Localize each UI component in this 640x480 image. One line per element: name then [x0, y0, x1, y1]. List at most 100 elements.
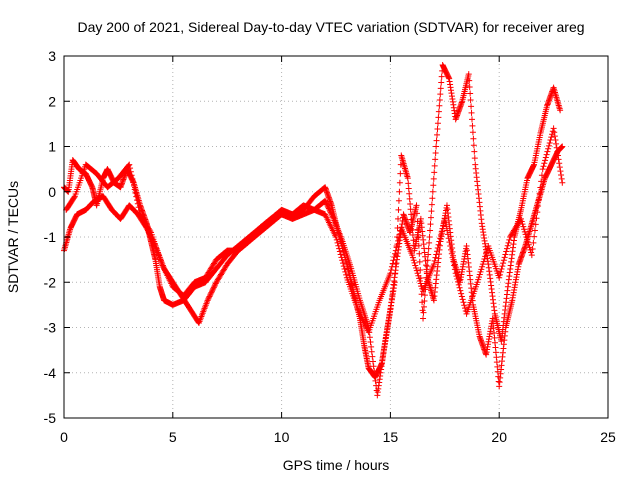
- data-point-interp: [443, 223, 450, 230]
- data-point-interp: [388, 266, 395, 273]
- data-point-interp: [501, 254, 508, 261]
- data-point-interp: [496, 271, 503, 278]
- data-point-interp: [341, 265, 348, 272]
- data-point-interp: [395, 234, 402, 241]
- data-point-interp: [210, 284, 217, 291]
- data-point-interp: [337, 251, 344, 258]
- data-point-interp: [505, 239, 512, 246]
- data-point-interp: [432, 149, 439, 156]
- x-tick-label: 25: [600, 429, 616, 445]
- y-tick-label: -3: [44, 320, 57, 336]
- data-point-interp: [456, 284, 463, 291]
- data-point-interp: [471, 155, 478, 162]
- data-point-interp: [326, 206, 333, 213]
- data-point-interp: [531, 233, 538, 240]
- data-point-interp: [534, 209, 541, 216]
- data-point-interp: [429, 188, 436, 195]
- data-point-interp: [500, 260, 507, 267]
- data-point-interp: [424, 257, 431, 264]
- data-point-interp: [436, 238, 443, 245]
- data-point-interp: [470, 135, 477, 142]
- data-point: [430, 261, 437, 268]
- data-point-interp: [208, 289, 215, 296]
- data-markers: [61, 62, 566, 399]
- data-point-interp: [132, 190, 139, 197]
- data-point-interp: [420, 309, 427, 316]
- data-point-interp: [544, 148, 551, 155]
- data-point-interp: [475, 276, 482, 283]
- data-point-interp: [479, 261, 486, 268]
- x-axis-label: GPS time / hours: [283, 457, 390, 473]
- data-point-interp: [128, 172, 135, 179]
- data-point-interp: [147, 228, 154, 235]
- data-point-interp: [524, 239, 531, 246]
- data-point-interp: [432, 156, 439, 163]
- data-point-interp: [442, 219, 449, 226]
- data-point-interp: [206, 293, 213, 300]
- data-point: [559, 179, 566, 186]
- data-point-interp: [431, 169, 438, 176]
- axes-ticks: 0 5 10 15 20 25 -5 -4 -3 -2 -1 0 1 2 3: [44, 48, 616, 445]
- data-point: [126, 161, 133, 168]
- data-point-interp: [427, 227, 434, 234]
- data-point: [539, 166, 546, 173]
- data-point-interp: [462, 305, 469, 312]
- data-point-interp: [497, 268, 504, 275]
- data-point-interp: [469, 122, 476, 129]
- data-point: [204, 297, 211, 304]
- data-point-interp: [410, 237, 417, 244]
- data-point-interp: [327, 208, 334, 215]
- data-point: [441, 215, 448, 222]
- data-point-interp: [437, 235, 444, 242]
- y-tick-label: 1: [48, 139, 56, 155]
- data-point: [550, 125, 557, 132]
- data-point-interp: [429, 195, 436, 202]
- data-point-interp: [523, 234, 530, 240]
- data-point-interp: [369, 358, 376, 365]
- series-sdtvar-trace-c: [63, 125, 566, 336]
- data-point-interp: [545, 142, 552, 149]
- data-point-interp: [425, 245, 432, 252]
- data-point-interp: [416, 258, 423, 265]
- data-point: [474, 279, 481, 286]
- data-point-interp: [554, 148, 561, 155]
- data-point-interp: [459, 296, 466, 303]
- data-point-interp: [433, 137, 440, 144]
- chart-title: Day 200 of 2021, Sidereal Day-to-day VTE…: [77, 19, 584, 35]
- data-point-interp: [395, 197, 402, 204]
- data-point-interp: [455, 278, 462, 285]
- data-point-interp: [322, 199, 329, 206]
- data-point-interp: [481, 255, 488, 262]
- data-point-interp: [134, 197, 141, 204]
- data-point-interp: [424, 263, 431, 270]
- data-point-interp: [417, 266, 424, 273]
- data-point-interp: [390, 257, 397, 264]
- data-point-interp: [427, 214, 434, 221]
- data-point-interp: [394, 241, 401, 248]
- data-point-interp: [133, 193, 140, 200]
- data-point-interp: [340, 263, 347, 270]
- data-point-interp: [416, 277, 423, 284]
- data-point-interp: [536, 190, 543, 197]
- y-tick-label: -2: [44, 274, 57, 290]
- data-point-interp: [506, 236, 513, 243]
- y-tick-label: 0: [48, 184, 56, 200]
- data-point-interp: [370, 363, 377, 370]
- data-point-interp: [426, 239, 433, 246]
- data-point-interp: [469, 116, 475, 123]
- data-point-interp: [428, 208, 435, 215]
- data-point-interp: [437, 232, 444, 239]
- y-tick-label: -5: [44, 410, 57, 426]
- data-point-interp: [482, 250, 489, 257]
- data-point-interp: [455, 281, 462, 288]
- series-sdtvar-trace-a: [61, 143, 566, 390]
- data-point-interp: [130, 179, 137, 186]
- data-point-interp: [520, 223, 527, 230]
- data-point-interp: [438, 79, 445, 86]
- data-point-interp: [542, 154, 549, 161]
- data-point: [322, 197, 329, 204]
- data-point-interp: [420, 303, 427, 310]
- data-point-interp: [416, 275, 423, 282]
- data-point-interp: [406, 195, 413, 202]
- data-point-interp: [333, 236, 340, 243]
